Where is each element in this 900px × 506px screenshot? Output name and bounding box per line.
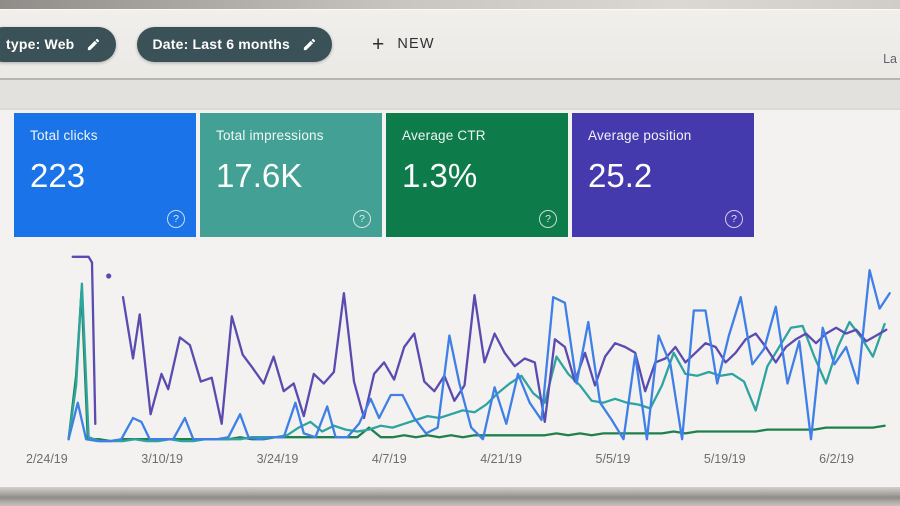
cropped-text-fragment: La xyxy=(883,52,897,66)
x-axis-label: 4/21/19 xyxy=(480,452,522,466)
filter-chip-search-type[interactable]: type: Web xyxy=(0,26,117,62)
metric-card-average-position[interactable]: Average position 25.2 ? xyxy=(572,113,754,237)
metric-card-value: 223 xyxy=(30,157,86,194)
performance-chart-svg[interactable] xyxy=(0,237,900,449)
new-filter-button[interactable]: + NEW xyxy=(364,28,443,61)
metric-card-value: 1.3% xyxy=(402,157,478,194)
filter-chip-search-type-label: type: Web xyxy=(6,36,75,52)
help-icon[interactable]: ? xyxy=(353,210,371,228)
help-icon[interactable]: ? xyxy=(539,210,557,228)
monitor-bottom-edge xyxy=(0,487,900,506)
metric-card-total-impressions[interactable]: Total impressions 17.6K ? xyxy=(200,113,382,237)
x-axis-label: 6/2/19 xyxy=(819,452,854,466)
plus-icon: + xyxy=(372,32,385,56)
x-axis-label: 4/7/19 xyxy=(371,452,407,466)
x-axis-label: 3/10/19 xyxy=(141,452,184,466)
header-divider xyxy=(0,78,900,80)
new-filter-label: NEW xyxy=(397,36,435,52)
performance-page: Total clicks 223 ? Total impressions 17.… xyxy=(0,80,900,506)
metric-cards-row: Total clicks 223 ? Total impressions 17.… xyxy=(0,110,900,237)
help-icon[interactable]: ? xyxy=(725,210,743,228)
x-axis-label: 5/19/19 xyxy=(703,452,746,466)
performance-panel: Total clicks 223 ? Total impressions 17.… xyxy=(0,110,900,488)
chart-line-position xyxy=(121,292,888,425)
performance-chart[interactable]: 2/24/19 3/10/19 3/24/19 4/7/19 4/21/19 5/5/19… xyxy=(0,237,900,466)
x-axis: 2/24/19 3/10/19 3/24/19 4/7/19 4/21/19 5/5/19… xyxy=(0,449,900,466)
chart-line-clicks xyxy=(67,269,891,443)
filter-chip-date[interactable]: Date: Last 6 months xyxy=(137,26,333,62)
chart-line-impressions xyxy=(67,282,886,443)
chart-line-ctr xyxy=(67,290,886,443)
help-icon[interactable]: ? xyxy=(167,210,185,228)
metric-card-total-clicks[interactable]: Total clicks 223 ? xyxy=(14,113,196,237)
metric-card-value: 25.2 xyxy=(588,157,653,194)
chart-line-position-start xyxy=(71,255,97,425)
metric-card-average-ctr[interactable]: Average CTR 1.3% ? xyxy=(386,113,568,237)
metric-card-value: 17.6K xyxy=(216,157,303,194)
pencil-icon xyxy=(88,38,100,50)
metric-card-title: Average position xyxy=(588,128,692,143)
monitor-top-edge xyxy=(0,0,900,10)
x-axis-label: 2/24/19 xyxy=(26,452,68,466)
filter-bar: type: Web Date: Last 6 months + NEW La xyxy=(0,10,900,78)
chart-dot-position-point xyxy=(106,273,112,279)
metric-card-title: Average CTR xyxy=(402,128,486,143)
x-axis-label: 3/24/19 xyxy=(256,452,299,466)
x-axis-label: 5/5/19 xyxy=(595,452,631,466)
metric-card-title: Total clicks xyxy=(30,128,98,143)
filter-chip-date-label: Date: Last 6 months xyxy=(152,36,291,52)
pencil-icon xyxy=(303,38,316,50)
metric-card-title: Total impressions xyxy=(216,128,324,143)
